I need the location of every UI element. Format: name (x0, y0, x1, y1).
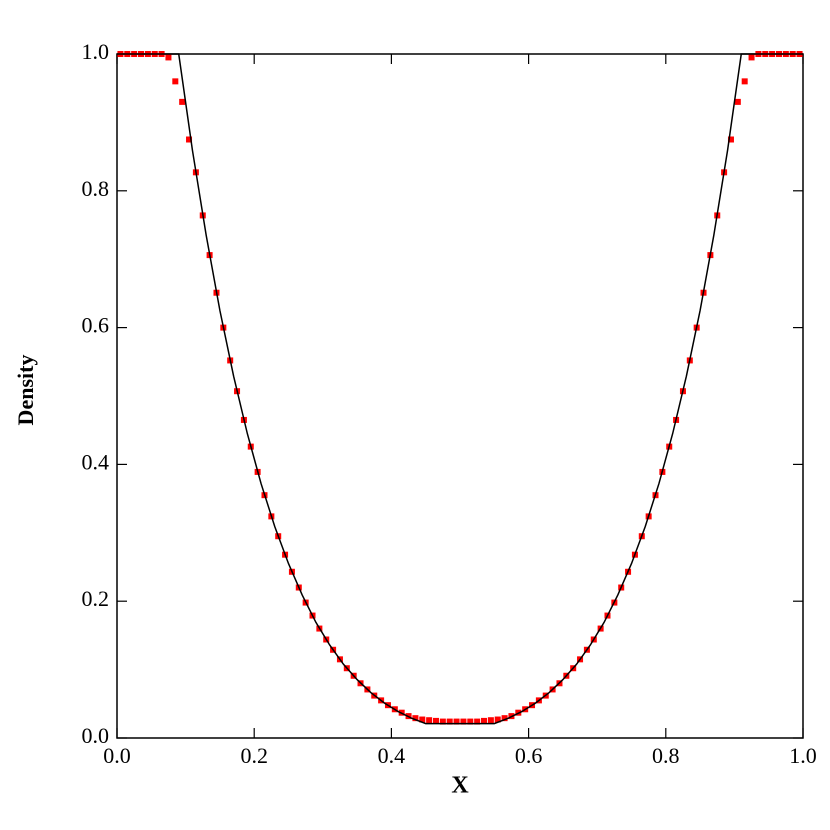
marker (165, 54, 172, 61)
y-tick-label: 0.2 (82, 586, 110, 611)
x-tick-label: 1.0 (789, 743, 817, 768)
marker (419, 716, 426, 723)
y-tick-label: 0.6 (82, 313, 110, 338)
marker (172, 78, 179, 85)
marker (501, 715, 508, 722)
marker (748, 54, 755, 61)
marker (741, 78, 748, 85)
marker (426, 717, 433, 724)
y-tick-label: 0.4 (82, 449, 110, 474)
x-tick-label: 0.4 (378, 743, 406, 768)
marker (474, 718, 481, 725)
y-tick-label: 1.0 (82, 39, 110, 64)
marker (432, 717, 439, 724)
y-tick-label: 0.0 (82, 723, 110, 748)
marker (727, 136, 734, 143)
marker (494, 716, 501, 723)
marker (179, 98, 186, 105)
marker (734, 98, 741, 105)
x-tick-label: 0.8 (652, 743, 680, 768)
y-tick-label: 0.8 (82, 176, 110, 201)
line (117, 53, 803, 725)
marker (467, 718, 474, 725)
marker (460, 718, 467, 725)
marker (453, 718, 460, 725)
x-tick-label: 0.2 (240, 743, 268, 768)
marker (487, 717, 494, 724)
plot-frame (116, 53, 804, 739)
marker (186, 136, 193, 143)
marker (412, 715, 419, 722)
x-tick-label: 0.6 (515, 743, 543, 768)
y-axis-label: Density (13, 355, 38, 426)
x-axis-label: X (451, 773, 469, 799)
x-tick-label: 0.0 (103, 743, 131, 768)
marker (439, 718, 446, 725)
marker (481, 717, 488, 724)
marker (446, 718, 453, 725)
